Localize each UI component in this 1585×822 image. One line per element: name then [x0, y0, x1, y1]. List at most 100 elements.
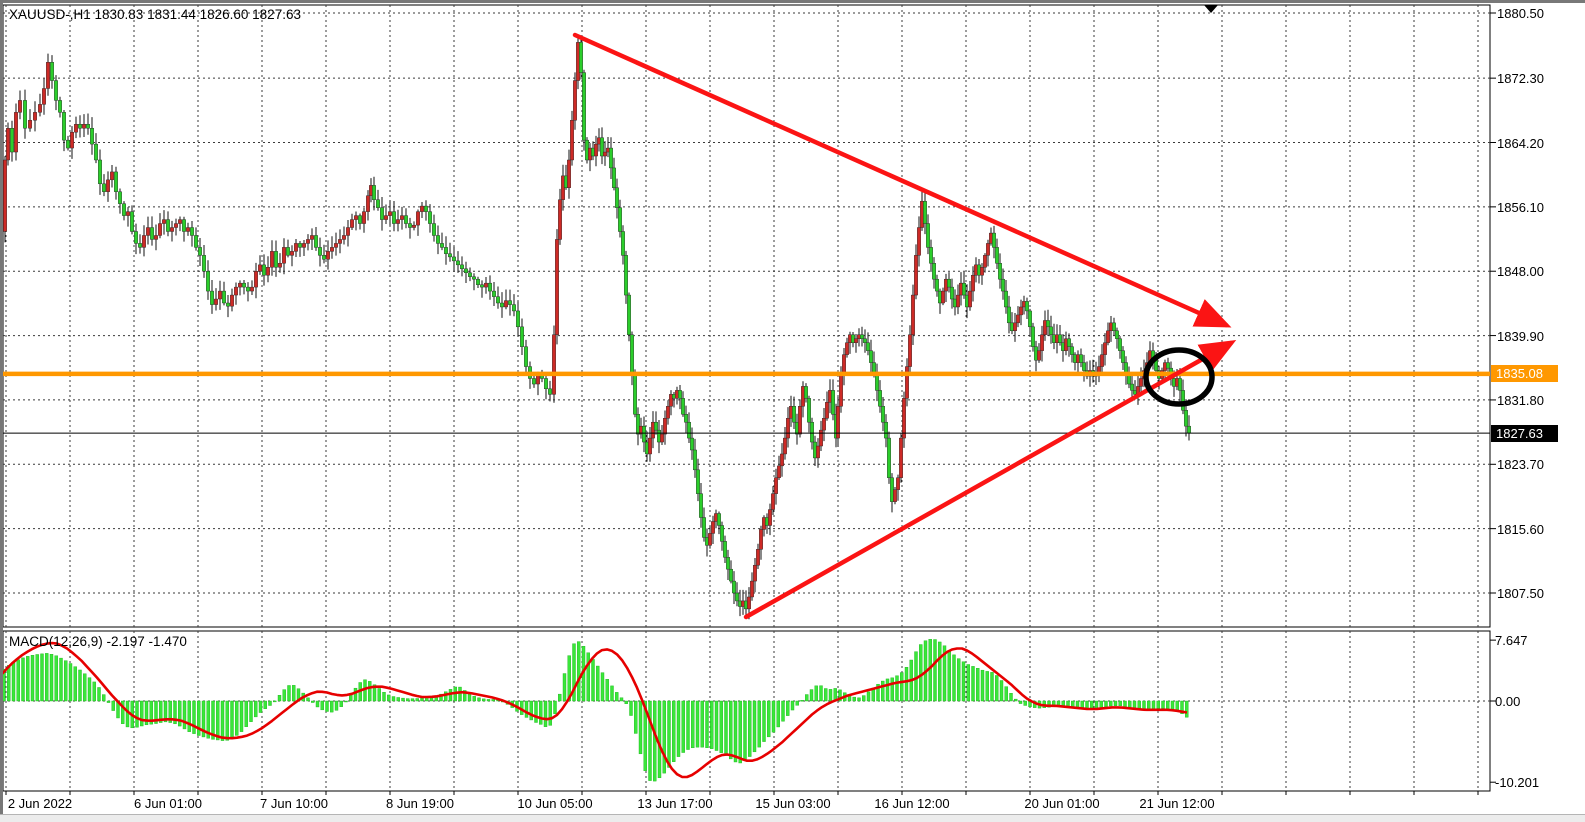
candle-body: [836, 406, 840, 439]
candle-body: [400, 215, 404, 220]
candle-body: [819, 429, 823, 447]
macd-histogram-bar: [315, 700, 320, 708]
candle-body: [615, 187, 619, 208]
candle-body: [118, 191, 122, 204]
candle-body: [460, 264, 464, 270]
macd-histogram-bar: [786, 700, 790, 716]
macd-histogram-bar: [1018, 700, 1023, 704]
candle-body: [46, 62, 50, 89]
candle-body: [90, 128, 94, 145]
candle-body: [524, 346, 528, 367]
macd-histogram-bar: [230, 700, 234, 739]
candle-body: [472, 276, 476, 280]
macd-histogram-bar: [273, 700, 277, 703]
candle-body: [190, 227, 194, 236]
candle-body: [612, 167, 616, 188]
macd-histogram-bar: [410, 698, 415, 702]
ellipse-annotation[interactable]: [1143, 347, 1215, 407]
macd-histogram-bar: [206, 700, 210, 739]
macd-histogram-bar: [638, 700, 643, 755]
candle-body: [935, 278, 939, 292]
candle-body: [1037, 350, 1041, 361]
macd-histogram-bar: [572, 643, 576, 702]
candle-body: [902, 398, 906, 439]
macd-histogram-bar: [182, 700, 187, 730]
candle-body: [555, 239, 559, 335]
candle-body: [783, 437, 787, 455]
macd-histogram-bar: [605, 679, 609, 702]
macd-histogram-bar: [971, 666, 975, 702]
price-axis-label: 1807.50: [1497, 585, 1544, 601]
down-arrow-marker[interactable]: [1204, 5, 1218, 13]
candle-body: [330, 247, 334, 252]
macd-histogram-bar: [102, 694, 106, 702]
macd-histogram-bar: [306, 697, 310, 702]
macd-histogram-bar: [463, 690, 467, 702]
macd-histogram-bar: [54, 655, 58, 702]
time-axis-label: 13 Jun 17:00: [637, 796, 713, 811]
price-panel: [2, 4, 1491, 628]
macd-histogram-bar: [624, 700, 628, 704]
macd-histogram-bar: [995, 675, 999, 702]
candle-body: [845, 342, 849, 355]
macd-histogram-bar: [686, 700, 690, 750]
candle-body: [266, 267, 270, 276]
macd-histogram-bar: [695, 700, 700, 748]
macd-histogram-bar: [938, 641, 942, 702]
time-axis-label: 20 Jun 01:00: [1024, 796, 1100, 811]
candle-body: [717, 513, 721, 526]
macd-histogram-bar: [97, 687, 101, 702]
candle-body: [338, 239, 342, 244]
candle-body: [326, 251, 330, 260]
candle-body: [3, 159, 7, 232]
candle-body: [720, 525, 724, 542]
macd-histogram-bar: [1099, 700, 1103, 709]
candle-body: [1178, 378, 1182, 391]
macd-histogram-bar: [287, 685, 291, 702]
candle-body: [234, 286, 238, 296]
macd-histogram-bar: [543, 700, 548, 727]
candle-body: [1121, 350, 1125, 363]
macd-signal-line: [1, 641, 1188, 779]
macd-histogram-bar: [45, 653, 49, 702]
candle-body: [408, 223, 412, 228]
upper-trendline[interactable]: [572, 32, 1232, 328]
candle-body: [807, 398, 811, 423]
macd-histogram-bar: [1123, 700, 1127, 707]
macd-histogram-bar: [824, 688, 828, 702]
candle-body: [354, 215, 358, 220]
price-axis-label: 1864.20: [1497, 135, 1544, 151]
candle-body: [1040, 334, 1044, 351]
macd-histogram-bar: [187, 700, 191, 732]
macd-histogram-bar: [691, 700, 695, 749]
candle-body: [464, 268, 468, 274]
candle-body: [998, 263, 1002, 280]
candle-body: [1016, 314, 1020, 324]
candle-body: [1082, 362, 1086, 371]
candle-body: [753, 564, 757, 582]
candle-body: [218, 290, 222, 300]
macd-histogram-bar: [933, 639, 937, 702]
candle-body: [246, 286, 250, 292]
macd-histogram-bar: [862, 695, 866, 702]
candle-body: [905, 366, 909, 399]
candle-body: [282, 247, 286, 264]
candle-body: [198, 247, 202, 256]
macd-histogram-bar: [710, 700, 714, 749]
candle-body: [756, 549, 760, 566]
candle-body: [206, 271, 210, 292]
price-axis-label: 1823.70: [1497, 457, 1544, 473]
time-axis-label: 8 Jun 19:00: [386, 796, 454, 811]
candle-body: [74, 124, 78, 133]
candle-body: [995, 247, 999, 264]
candle-body: [456, 260, 460, 266]
candle-body: [1028, 310, 1032, 328]
candle-body: [666, 406, 670, 419]
macd-histogram-bar: [377, 688, 381, 702]
candle-body: [950, 286, 954, 300]
macd-histogram-bar: [220, 700, 225, 741]
macd-histogram-bar: [372, 684, 377, 702]
candle-body: [436, 235, 440, 244]
macd-histogram-bar: [672, 700, 676, 762]
candle-body: [699, 493, 703, 518]
